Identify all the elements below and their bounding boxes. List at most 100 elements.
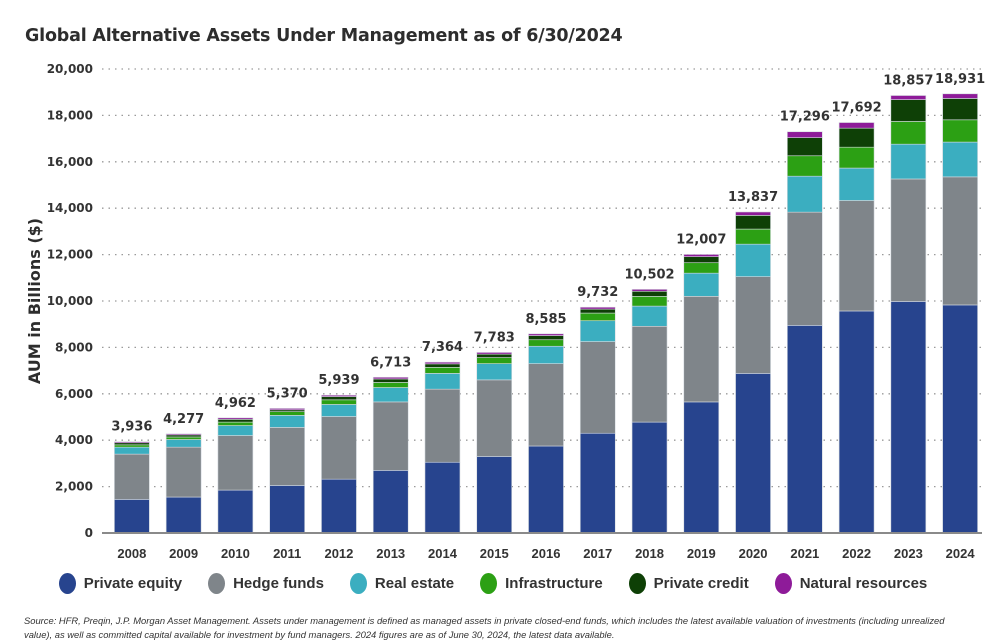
total-label: 5,939 bbox=[318, 373, 359, 388]
y-axis-label: AUM in Billions ($) bbox=[25, 218, 44, 384]
bar-segment-private-equity bbox=[165, 496, 202, 534]
y-tick-label: 0 bbox=[85, 526, 93, 540]
bar-segment-private-credit bbox=[372, 378, 409, 383]
bar-group-2010 bbox=[217, 417, 254, 534]
x-axis-ticks: 2008 2009 2010 2011 2012 2013 2014 2015 2016 2017… bbox=[117, 546, 975, 561]
bar-segment-real-estate bbox=[735, 243, 771, 277]
x-tick-label: 2008 bbox=[117, 546, 146, 561]
bar-segment-hedge-funds bbox=[476, 379, 513, 457]
legend-swatch bbox=[58, 573, 76, 594]
total-label: 9,732 bbox=[577, 285, 618, 300]
bar-segment-private-equity bbox=[890, 301, 927, 534]
bar-segment-infrastructure bbox=[372, 382, 409, 388]
x-tick-label: 2012 bbox=[324, 546, 353, 561]
bar-segment-real-estate bbox=[372, 387, 409, 403]
bar-segment-real-estate bbox=[424, 373, 461, 390]
x-tick-label: 2016 bbox=[532, 546, 561, 561]
bar-segment-private-equity bbox=[217, 489, 254, 534]
bar-segment-hedge-funds bbox=[631, 325, 668, 423]
bar-segment-private-credit bbox=[476, 353, 513, 358]
x-tick-label: 2018 bbox=[635, 546, 664, 561]
total-label: 7,364 bbox=[422, 340, 463, 355]
legend-label: Natural resources bbox=[799, 575, 928, 592]
bar-group-2016 bbox=[528, 333, 564, 534]
bar-group-2022 bbox=[838, 122, 875, 534]
x-tick-label: 2021 bbox=[790, 546, 819, 561]
bar-segment-real-estate bbox=[838, 167, 875, 201]
bar-segment-natural-resources bbox=[631, 289, 668, 292]
bar-segment-hedge-funds bbox=[372, 401, 409, 471]
bar-group-2013 bbox=[372, 376, 409, 534]
bar-segment-private-equity bbox=[787, 325, 823, 534]
y-tick-label: 14,000 bbox=[47, 201, 93, 215]
bar-segment-private-equity bbox=[942, 304, 978, 534]
bar-segment-infrastructure bbox=[631, 296, 668, 307]
total-label: 6,713 bbox=[370, 355, 411, 370]
bar-segment-natural-resources bbox=[838, 122, 875, 129]
bar-group-2023 bbox=[890, 95, 927, 534]
bar-group-2020 bbox=[735, 211, 771, 534]
total-label: 10,502 bbox=[624, 267, 674, 282]
bar-segment-private-equity bbox=[476, 456, 513, 534]
bar-group-2015 bbox=[476, 352, 513, 534]
bar-segment-infrastructure bbox=[114, 444, 150, 448]
x-tick-label: 2013 bbox=[376, 546, 405, 561]
legend-item-real-estate: Real estate bbox=[349, 573, 454, 594]
total-label: 18,931 bbox=[935, 72, 985, 87]
bar-segment-private-credit bbox=[528, 335, 564, 341]
x-tick-label: 2014 bbox=[428, 546, 458, 561]
bar-segment-private-equity bbox=[683, 401, 720, 534]
bar-group-2008 bbox=[114, 441, 150, 534]
bar-group-2021 bbox=[787, 131, 823, 534]
bar-segment-private-credit bbox=[114, 442, 150, 446]
legend-swatch bbox=[628, 573, 646, 594]
bar-segment-infrastructure bbox=[579, 312, 616, 322]
bar-segment-natural-resources bbox=[372, 376, 409, 380]
legend-label: Private equity bbox=[83, 575, 183, 592]
legend-swatch bbox=[480, 573, 498, 594]
bar-group-2024 bbox=[942, 93, 978, 534]
bar-segment-infrastructure bbox=[424, 367, 461, 374]
bar-group-2009 bbox=[165, 433, 202, 534]
bar-segment-hedge-funds bbox=[735, 276, 771, 374]
x-tick-label: 2019 bbox=[687, 546, 716, 561]
stacked-bar-chart: 0 2,000 4,000 6,000 8,000 10,000 12,000 14,000 1… bbox=[25, 62, 985, 561]
bar-segment-hedge-funds bbox=[269, 427, 305, 486]
bar-segment-real-estate bbox=[890, 143, 927, 180]
y-tick-label: 16,000 bbox=[47, 155, 93, 169]
y-tick-label: 4,000 bbox=[55, 433, 93, 447]
bar-segment-natural-resources bbox=[890, 95, 927, 100]
source-note: Source: HFR, Preqin, J.P. Morgan Asset M… bbox=[24, 615, 945, 640]
bar-segment-private-equity bbox=[579, 432, 616, 534]
bar-segment-private-equity bbox=[269, 485, 305, 534]
bar-segment-real-estate bbox=[321, 404, 357, 417]
bar-segment-private-credit bbox=[424, 363, 461, 368]
legend-item-hedge-funds: Hedge funds bbox=[208, 573, 324, 594]
bar-segment-infrastructure bbox=[321, 399, 357, 405]
total-label: 5,370 bbox=[267, 386, 308, 401]
y-tick-label: 10,000 bbox=[47, 294, 93, 308]
bar-segment-private-equity bbox=[631, 421, 668, 534]
bar-segment-natural-resources bbox=[476, 352, 513, 355]
y-axis-ticks: 0 2,000 4,000 6,000 8,000 10,000 12,000 14,000 1… bbox=[47, 62, 93, 540]
bar-group-2014 bbox=[424, 361, 461, 534]
bar-segment-infrastructure bbox=[890, 121, 927, 145]
y-tick-label: 6,000 bbox=[55, 387, 93, 401]
bar-segment-real-estate bbox=[217, 425, 254, 436]
x-tick-label: 2020 bbox=[739, 546, 768, 561]
bar-segment-infrastructure bbox=[942, 119, 978, 143]
bar-segment-hedge-funds bbox=[787, 211, 823, 326]
total-label: 13,837 bbox=[728, 190, 778, 205]
bar-segment-real-estate bbox=[269, 415, 305, 428]
bar-segment-private-equity bbox=[372, 470, 409, 534]
bar-segment-private-equity bbox=[838, 310, 875, 534]
bar-segment-private-equity bbox=[114, 499, 150, 534]
bar-segment-natural-resources bbox=[735, 211, 771, 216]
legend-swatch bbox=[208, 573, 226, 594]
legend-item-private-credit: Private credit bbox=[628, 573, 749, 594]
bar-segment-infrastructure bbox=[683, 262, 720, 274]
bar-segment-hedge-funds bbox=[424, 388, 461, 463]
bar-segment-natural-resources bbox=[579, 306, 616, 310]
bar-group-2012 bbox=[321, 394, 357, 534]
y-tick-label: 18,000 bbox=[47, 108, 93, 122]
